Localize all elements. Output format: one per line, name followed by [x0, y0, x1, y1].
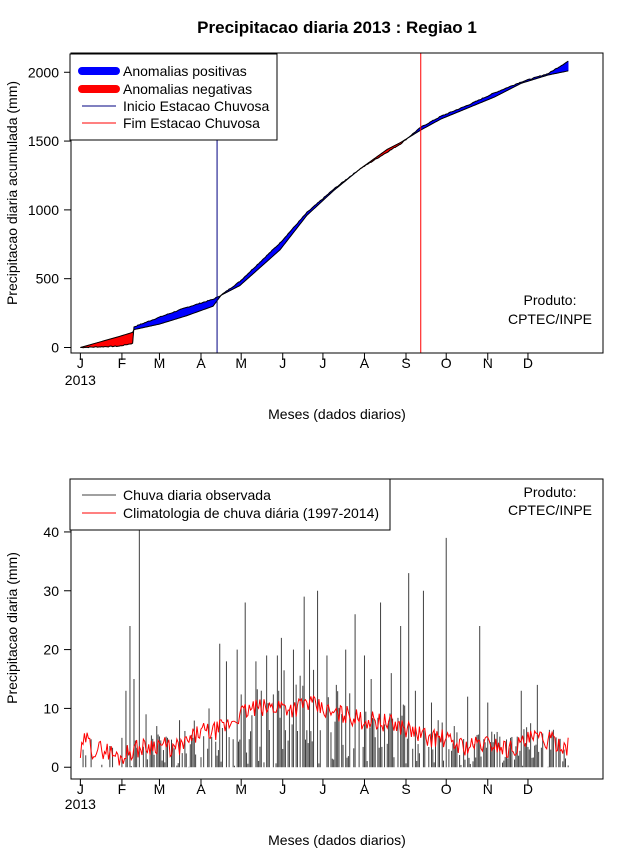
legend-label-positive: Anomalias positivas	[123, 63, 247, 79]
top-x-tick-label: A	[196, 355, 206, 371]
climatology-daily-line	[79, 694, 569, 766]
bottom-x-tick-label: A	[196, 781, 206, 797]
bottom-x-tick-label: J	[279, 781, 286, 797]
bottom-y-tick-label: 0	[51, 759, 59, 775]
bottom-y-tick-label: 40	[43, 524, 59, 540]
bottom-x-tick-label: F	[118, 781, 127, 797]
top-y-tick-label: 500	[36, 271, 60, 287]
bottom-legend: Chuva diaria observada Climatologia de c…	[69, 478, 391, 531]
top-x-tick-label: F	[118, 355, 127, 371]
bottom-x-tick-label: N	[483, 781, 493, 797]
bottom-x-tick-label: A	[360, 781, 370, 797]
legend-label-observed: Chuva diaria observada	[123, 487, 271, 503]
top-y-tick-label: 1000	[28, 202, 59, 218]
bottom-y-tick-label: 20	[43, 642, 59, 658]
bottom-y-tick-label: 10	[43, 700, 59, 716]
bottom-y-axis-label: Precipitacao diaria (mm)	[4, 552, 20, 704]
bottom-x-tick-label: J	[319, 781, 326, 797]
bottom-x-tick-label: O	[441, 781, 452, 797]
top-x-tick-label: N	[483, 355, 493, 371]
legend-label-climatology: Climatologia de chuva diária (1997-2014)	[123, 505, 379, 521]
daily-plot: 0 10 20 30 40 J F M A M J J A S O N D 2013	[43, 478, 604, 812]
top-x-tick-label: O	[441, 355, 452, 371]
top-y-tick-label: 1500	[28, 133, 59, 149]
bottom-x-tick-label: D	[523, 781, 533, 797]
bottom-x-axis-label: Meses (dados diarios)	[268, 832, 406, 848]
legend-label-negative: Anomalias negativas	[123, 81, 252, 97]
top-x-tick-label: J	[319, 355, 326, 371]
bottom-annotation-line1: Produto:	[524, 484, 577, 500]
bottom-x-tick-label: M	[154, 781, 166, 797]
bottom-y-tick-label: 30	[43, 583, 59, 599]
climatology-cumulative-line	[80, 70, 569, 348]
legend-label-season-end: Fim Estacao Chuvosa	[123, 115, 260, 131]
bottom-year-label: 2013	[65, 796, 96, 812]
bottom-x-tick-label: J	[77, 781, 84, 797]
top-x-tick-label: A	[360, 355, 370, 371]
top-annotation-line1: Produto:	[524, 292, 577, 308]
top-y-axis-label: Precipitacao diaria acumulada (mm)	[4, 81, 20, 305]
observed-cumulative-line	[80, 60, 569, 349]
legend-label-season-start: Inicio Estacao Chuvosa	[123, 98, 270, 114]
top-year-label: 2013	[65, 372, 96, 388]
top-x-tick-label: M	[154, 355, 166, 371]
top-plot-frame	[70, 52, 604, 354]
top-x-tick-label: D	[523, 355, 533, 371]
top-x-tick-label: J	[77, 355, 84, 371]
top-annotation-line2: CPTEC/INPE	[508, 311, 592, 327]
bottom-x-tick-label: M	[235, 781, 247, 797]
top-x-tick-label: J	[279, 355, 286, 371]
top-x-tick-label: S	[401, 355, 410, 371]
bottom-x-tick-label: S	[401, 781, 410, 797]
anomaly-positive-segment	[566, 60, 569, 72]
bottom-annotation-line2: CPTEC/INPE	[508, 502, 592, 518]
top-x-axis-label: Meses (dados diarios)	[268, 406, 406, 422]
bottom-legend-box	[69, 478, 391, 531]
chart-title: Precipitacao diaria 2013 : Regiao 1	[197, 18, 477, 37]
top-legend: Anomalias positivas Anomalias negativas …	[69, 53, 278, 141]
cumulative-plot: 0 500 1000 1500 2000 J F M A M J J A S O N D 2013	[28, 52, 604, 388]
top-y-tick-label: 0	[51, 339, 59, 355]
top-y-tick-label: 2000	[28, 64, 59, 80]
top-x-tick-label: M	[235, 355, 247, 371]
